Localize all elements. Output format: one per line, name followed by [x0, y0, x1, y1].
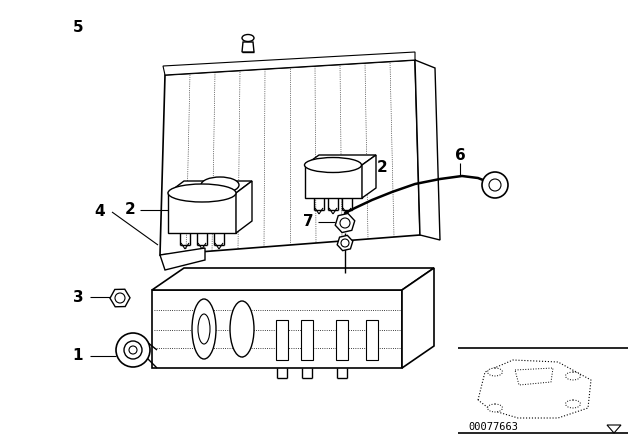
- Polygon shape: [362, 155, 376, 198]
- Ellipse shape: [566, 372, 580, 380]
- Circle shape: [341, 239, 349, 247]
- Text: 00077663: 00077663: [468, 422, 518, 432]
- Polygon shape: [305, 155, 376, 165]
- Ellipse shape: [201, 177, 239, 193]
- Circle shape: [124, 341, 142, 359]
- Ellipse shape: [566, 400, 580, 408]
- Text: 1: 1: [73, 349, 83, 363]
- Ellipse shape: [488, 404, 502, 412]
- Ellipse shape: [305, 158, 362, 172]
- Circle shape: [489, 179, 501, 191]
- Polygon shape: [160, 60, 420, 255]
- Polygon shape: [163, 52, 415, 75]
- Polygon shape: [152, 268, 434, 290]
- Text: 4: 4: [95, 204, 106, 220]
- Polygon shape: [415, 60, 440, 240]
- Circle shape: [340, 218, 350, 228]
- Polygon shape: [305, 165, 362, 198]
- Polygon shape: [168, 193, 236, 233]
- Polygon shape: [402, 268, 434, 368]
- Ellipse shape: [192, 299, 216, 359]
- Ellipse shape: [242, 34, 254, 42]
- Text: 7: 7: [303, 215, 314, 229]
- Text: 3: 3: [73, 289, 83, 305]
- Circle shape: [116, 333, 150, 367]
- Ellipse shape: [230, 301, 254, 357]
- Polygon shape: [336, 320, 348, 360]
- Circle shape: [482, 172, 508, 198]
- Polygon shape: [276, 320, 288, 360]
- Circle shape: [115, 293, 125, 303]
- Ellipse shape: [168, 184, 236, 202]
- Polygon shape: [366, 320, 378, 360]
- Polygon shape: [160, 248, 205, 270]
- Polygon shape: [607, 425, 621, 433]
- Circle shape: [129, 346, 137, 354]
- Text: 2: 2: [376, 160, 387, 176]
- Polygon shape: [242, 42, 254, 52]
- Polygon shape: [301, 320, 313, 360]
- Text: 6: 6: [454, 147, 465, 163]
- Ellipse shape: [198, 314, 210, 344]
- Text: 5: 5: [73, 21, 83, 35]
- Polygon shape: [168, 181, 252, 193]
- Ellipse shape: [488, 368, 502, 376]
- Polygon shape: [152, 290, 402, 368]
- Text: 2: 2: [125, 202, 136, 217]
- Polygon shape: [478, 360, 591, 418]
- Polygon shape: [236, 181, 252, 233]
- Polygon shape: [515, 368, 553, 385]
